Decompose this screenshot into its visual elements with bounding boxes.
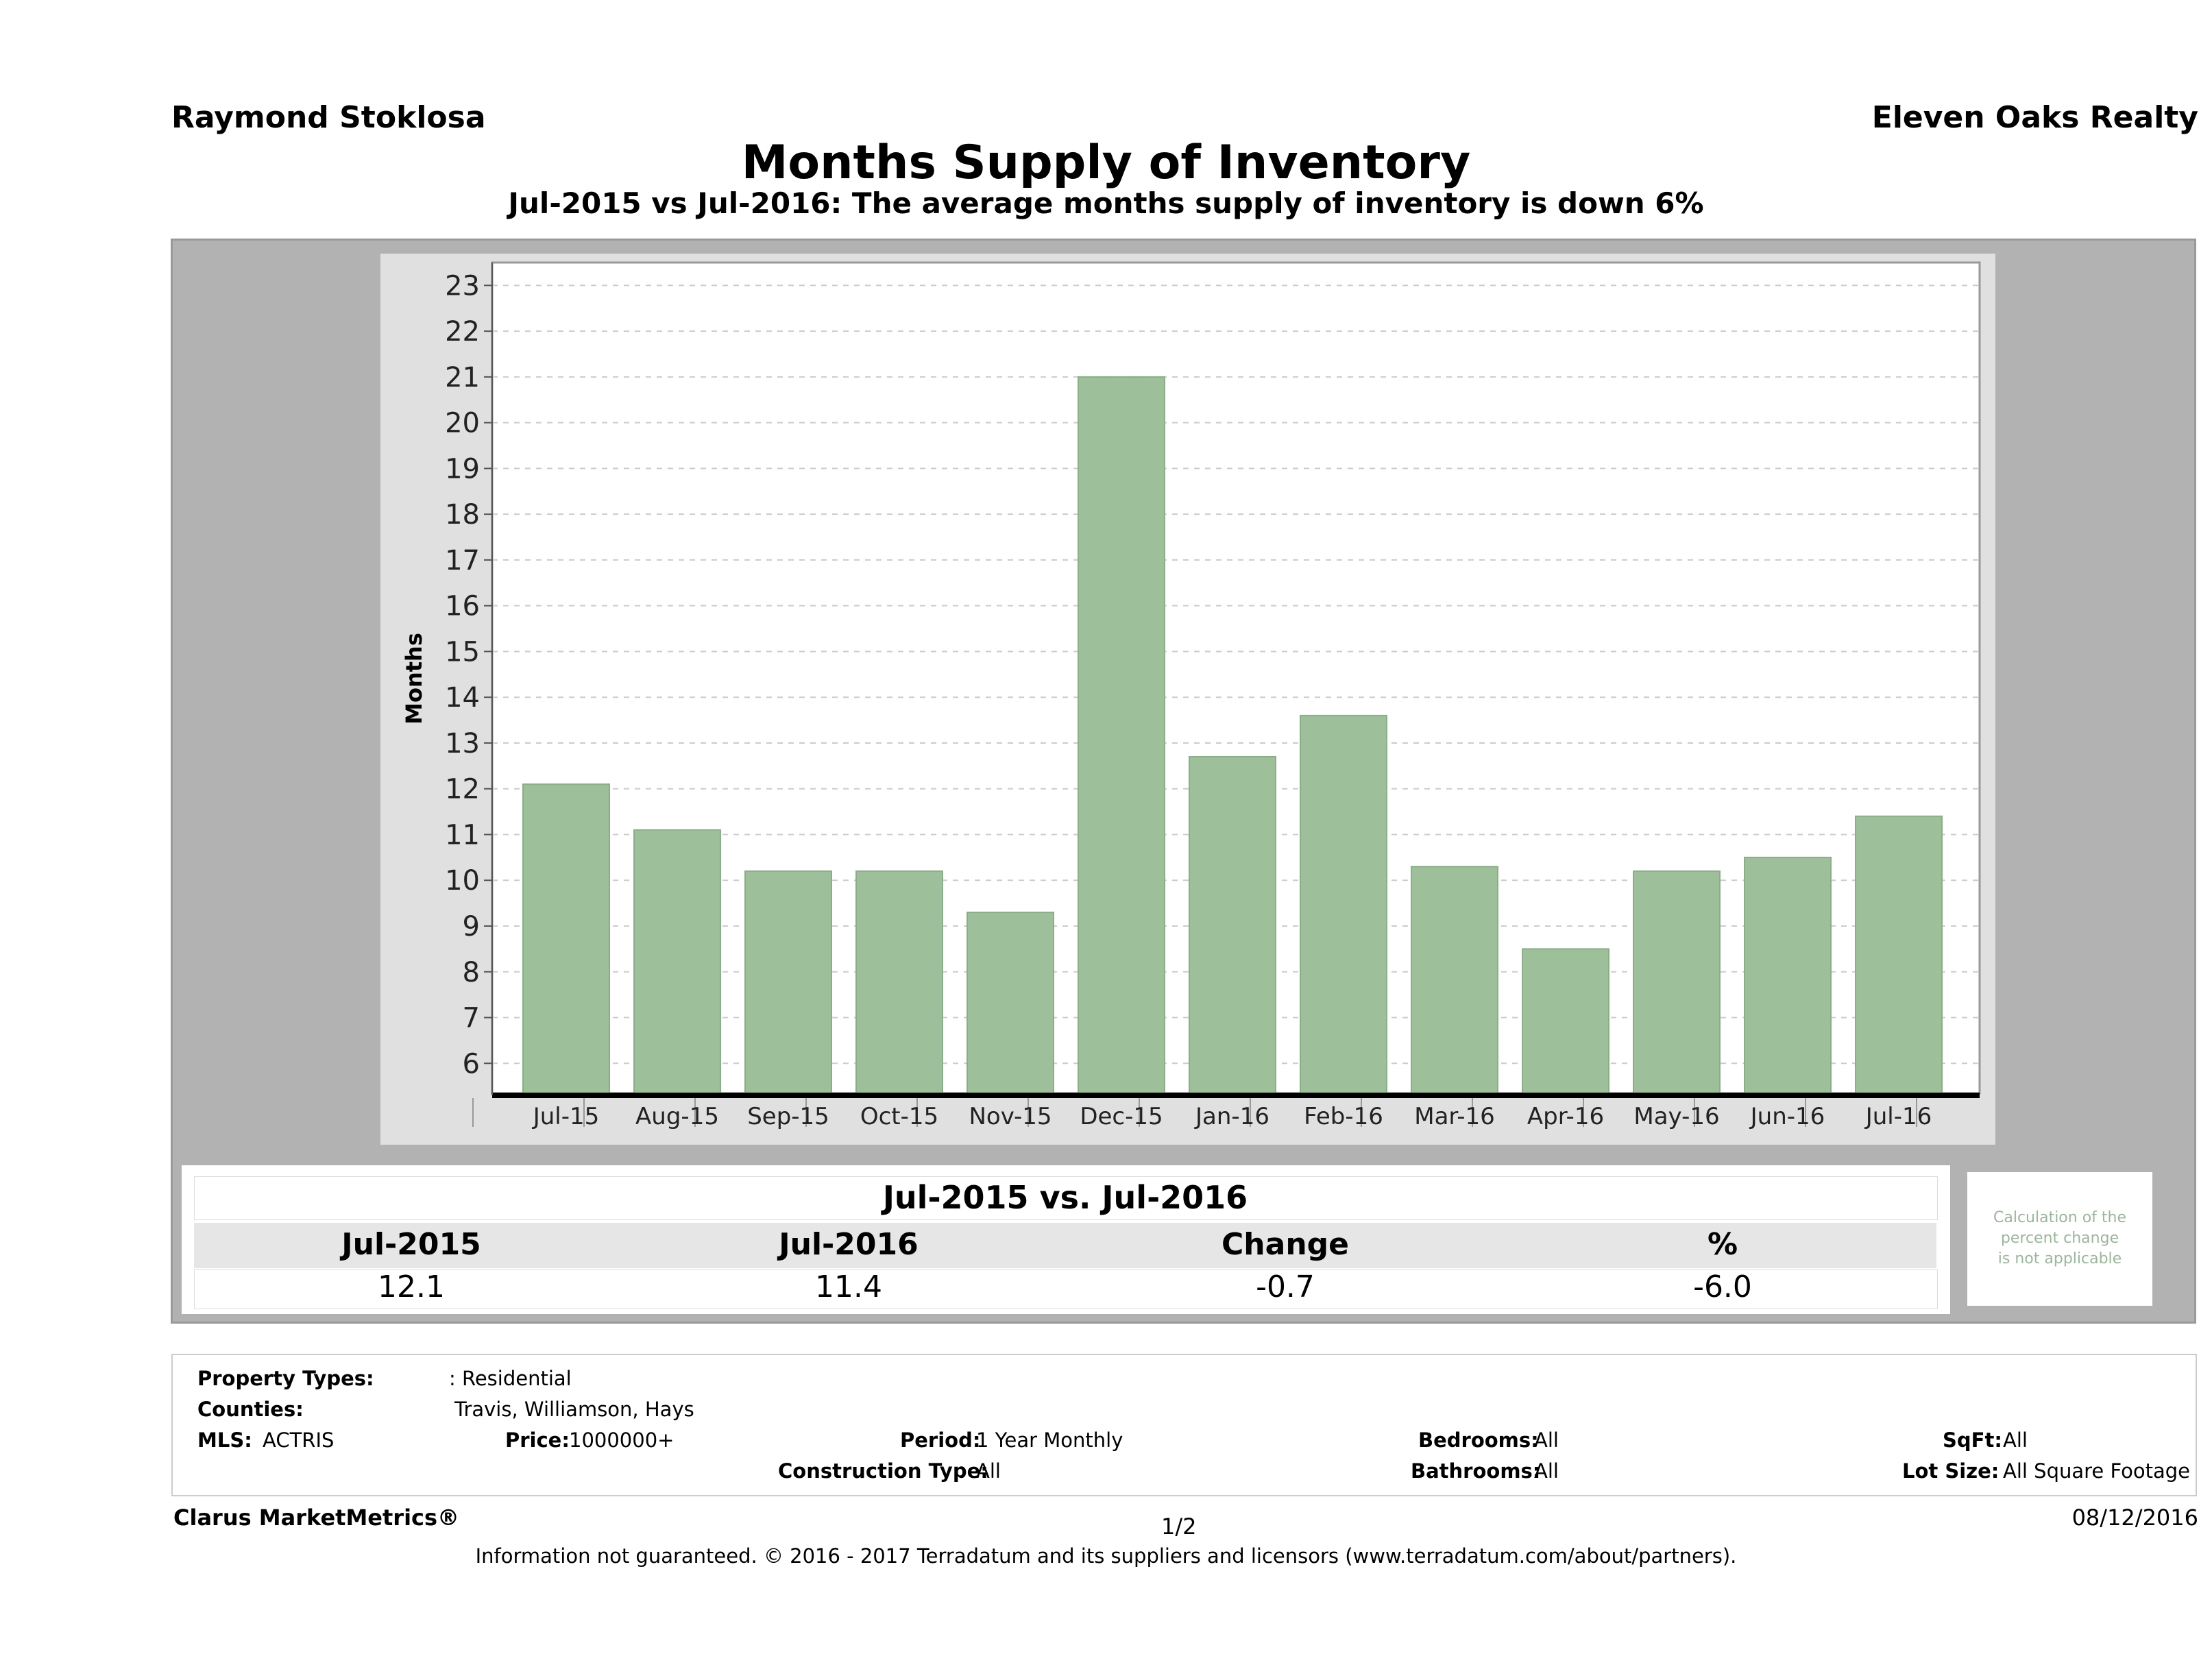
report-date: 08/12/2016 [2071,1505,2198,1531]
y-tick-label: 14 [445,682,480,714]
y-tick-label: 7 [463,1003,480,1034]
x-tick-label: Apr-16 [1527,1103,1604,1130]
comparison-header-jul-2015: Jul-2015 [341,1227,481,1262]
y-tick-label: 19 [445,453,480,485]
bar [1189,755,1276,1096]
bar [1744,856,1832,1096]
lot-size-label: Lot Size: [1902,1459,2000,1483]
y-tick-label: 18 [445,499,480,531]
y-tick-label: 23 [445,270,480,302]
bar [633,829,721,1096]
x-tick-label: Jun-16 [1749,1103,1825,1130]
agent-name: Raymond Stoklosa [171,100,486,135]
y-axis-label: Months [401,633,427,725]
property-types-value: : Residential [449,1367,572,1390]
report-title: Months Supply of Inventory [741,136,1471,190]
y-tick-label: 6 [463,1048,480,1080]
filters-panel [171,1354,2197,1496]
office-name: Eleven Oaks Realty [1871,100,2198,135]
mls-label: MLS: [197,1428,252,1452]
y-tick-label: 20 [445,408,480,439]
bedrooms-value: All [1534,1428,1559,1452]
comparison-value-row [194,1269,1938,1309]
construction-type-value: All [976,1459,1001,1483]
x-tick-label: Jan-16 [1194,1103,1269,1130]
comparison-value-jul-2016: 11.4 [815,1269,882,1304]
x-tick-label: Nov-15 [969,1103,1052,1130]
y-tick-label: 8 [463,957,480,988]
y-tick-label: 10 [445,865,480,897]
percent-note-line: percent change [2000,1230,2119,1247]
bar [855,870,943,1097]
price-label: Price: [505,1428,570,1452]
period-label: Period: [900,1428,981,1452]
construction-type-label: Construction Type: [778,1459,988,1483]
bar [1300,714,1387,1096]
bar [1522,948,1609,1096]
bar-chart: 6 7 8 9 10 11 12 13 14 15 16 17 18 19 20 21 22 23 Jul-15 A… [401,261,1981,1130]
y-tick-label: 21 [445,362,480,393]
percent-note-line: Calculation of the [1993,1209,2127,1226]
comparison-title-row [194,1176,1938,1220]
comparison-value-jul-2015: 12.1 [378,1269,445,1304]
mls-value: ACTRIS [263,1428,335,1452]
bathrooms-value: All [1534,1459,1559,1483]
x-tick-label: Aug-15 [635,1103,719,1130]
y-tick-label: 16 [445,591,480,622]
price-value: 1000000+ [569,1428,674,1452]
bedrooms-label: Bedrooms: [1418,1428,1539,1452]
property-types-label: Property Types: [197,1367,374,1390]
comparison-header-row [194,1223,1936,1268]
y-tick-label: 17 [445,545,480,576]
x-tick-label: Oct-15 [860,1103,938,1130]
counties-value: Travis, Williamson, Hays [454,1398,694,1421]
bar [1633,870,1721,1097]
y-tick-label: 22 [445,316,480,348]
percent-note-box [1967,1172,2152,1306]
bar [522,783,610,1096]
x-tick-label: Sep-15 [747,1103,829,1130]
x-tick-label: Jul-15 [532,1103,600,1130]
lot-size-value: All Square Footage [2003,1459,2191,1483]
y-tick-label: 12 [445,774,480,805]
page-number: 1/2 [1161,1513,1197,1540]
bar [1855,815,1943,1096]
comparison-header-percent: % [1707,1227,1738,1262]
comparison-header-jul-2016: Jul-2016 [779,1227,919,1262]
bar [744,870,832,1097]
x-tick-label: Dec-15 [1080,1103,1163,1130]
y-tick-label: 13 [445,728,480,759]
report-subtitle: Jul-2015 vs Jul-2016: The average months… [508,186,1704,220]
x-tick-label: May-16 [1633,1103,1719,1130]
disclaimer: Information not guaranteed. © 2016 - 201… [475,1544,1737,1568]
footer-brand: Clarus MarketMetrics® [173,1505,460,1531]
comparison-value-change: -0.7 [1256,1269,1315,1304]
sqft-label: SqFt: [1943,1428,2002,1452]
chart-panel: 6 7 8 9 10 11 12 13 14 15 16 17 18 19 20 21 22 23 Jul-15 A… [380,254,1995,1145]
sqft-value: All [2003,1428,2028,1452]
bathrooms-label: Bathrooms: [1411,1459,1541,1483]
percent-note-line: is not applicable [1997,1250,2122,1267]
x-tick-label: Jul-16 [1864,1103,1932,1130]
comparison-value-percent: -6.0 [1693,1269,1752,1304]
comparison-title: Jul-2015 vs. Jul-2016 [882,1179,1248,1216]
x-tick-label: Feb-16 [1304,1103,1383,1130]
comparison-header-change: Change [1222,1227,1349,1262]
bar [1411,866,1498,1096]
y-tick-label: 15 [445,636,480,668]
x-tick-label: Mar-16 [1414,1103,1495,1130]
bar [967,911,1054,1096]
bar [1078,376,1165,1096]
counties-label: Counties: [197,1398,304,1421]
y-tick-label: 9 [463,911,480,943]
y-tick-label: 11 [445,819,480,851]
period-value: 1 Year Monthly [976,1428,1123,1452]
percent-note: Calculation of the percent change is not… [1967,1208,2152,1269]
